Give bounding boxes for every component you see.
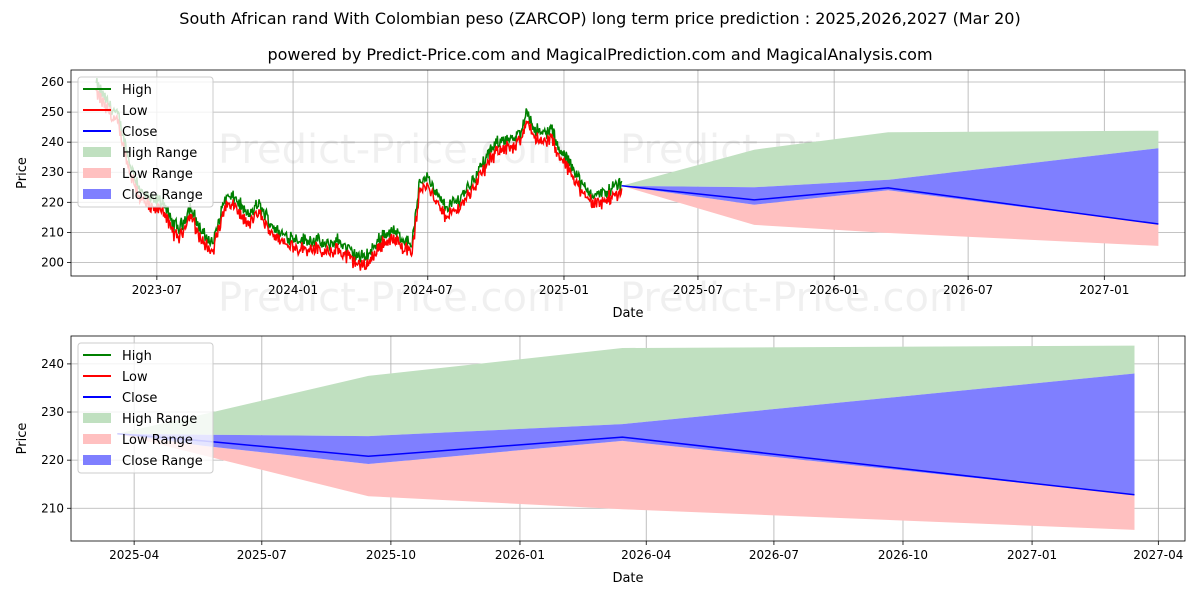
legend-label: Low Range [122, 167, 193, 182]
legend-item-low: Low [83, 370, 148, 385]
x-tick-label: 2026-07 [749, 548, 799, 562]
watermark-text: Predict-Price.com [620, 275, 968, 321]
legend-label: Close [122, 125, 157, 140]
axes: 2025-04 2025-07 2025-10 2026-01 2026-04 2026-… [15, 357, 1183, 586]
legend-swatch [83, 434, 111, 444]
legend-frame [77, 76, 214, 208]
x-tick-label: 2026-04 [621, 548, 671, 562]
x-tick-label: 2025-07 [237, 548, 287, 562]
high-range-band [117, 345, 1135, 437]
low-range-band [117, 433, 1135, 530]
x-tick-label: 2025-10 [366, 548, 416, 562]
x-tick-label: 2027-01 [1007, 548, 1057, 562]
legend: High Low Close High Range Low Range Close Ran… [77, 342, 214, 474]
y-tick-label: 230 [41, 405, 64, 419]
y-axis-label: Price [15, 157, 30, 189]
legend-label: High Range [122, 146, 197, 161]
low-series-line [95, 88, 623, 271]
plot-panel-bottom: Predict-Price.comPredict-Price.com2025-0… [15, 335, 1186, 586]
high-series-line [95, 77, 623, 263]
y-tick-label: 250 [41, 105, 64, 119]
x-tick-label: 2026-01 [809, 283, 859, 297]
plot-frame [70, 69, 1186, 277]
legend-item-high-range: High Range [83, 146, 197, 161]
y-tick-label: 200 [41, 255, 64, 269]
legend-swatch [83, 189, 111, 199]
legend-item-high: High [83, 83, 152, 98]
legend-swatch [83, 168, 111, 178]
legend-item-low-range: Low Range [83, 433, 193, 448]
plot-area [117, 345, 1135, 530]
x-tick-label: 2025-07 [673, 283, 723, 297]
x-tick-label: 2025-04 [109, 548, 159, 562]
legend-item-close: Close [83, 391, 157, 406]
legend-label: High [122, 349, 152, 364]
x-axis-label: Date [612, 306, 643, 321]
x-tick-label: 2024-07 [403, 283, 453, 297]
x-tick-label: 2027-01 [1079, 283, 1129, 297]
plot-panel-top: Predict-Price.com Predict-Price.com Predic… [15, 69, 1186, 321]
legend-item-low-range: Low Range [83, 167, 193, 182]
chart-title: South African rand With Colombian peso (… [179, 9, 1021, 28]
close-range-band [117, 373, 1135, 495]
axes: 2023-07 2024-01 2024-07 2025-01 2025-07 2026-… [15, 75, 1129, 321]
legend-label: Close Range [122, 188, 203, 203]
legend-item-high-range: High Range [83, 412, 197, 427]
plot-area [95, 77, 1159, 271]
legend-label: Low [122, 104, 148, 119]
legend-label: High [122, 83, 152, 98]
x-tick-label: 2023-07 [132, 283, 182, 297]
legend-item-close-range: Close Range [83, 454, 203, 469]
high-range-band [621, 130, 1159, 188]
y-tick-label: 210 [41, 501, 64, 515]
chart-subtitle: powered by Predict-Price.com and Magical… [267, 45, 933, 64]
x-tick-label: 2026-10 [878, 548, 928, 562]
legend-item-close: Close [83, 125, 157, 140]
close-range-band [621, 148, 1159, 224]
close-forecast-line [621, 185, 1159, 225]
watermark-text: Predict-Price.com [218, 275, 566, 321]
legend-swatch [83, 413, 111, 423]
legend: High Low Close High Range Low Range Close Ran… [77, 76, 214, 208]
legend-frame [77, 342, 214, 474]
x-tick-label: 2026-01 [495, 548, 545, 562]
y-tick-label: 220 [41, 453, 64, 467]
x-tick-label: 2024-01 [268, 283, 318, 297]
legend-label: Close [122, 391, 157, 406]
y-tick-label: 240 [41, 357, 64, 371]
legend-swatch [83, 455, 111, 465]
watermark-text: Predict-Price.com [218, 127, 566, 173]
x-tick-label: 2027-04 [1133, 548, 1183, 562]
y-tick-label: 210 [41, 225, 64, 239]
x-tick-label: 2026-07 [943, 283, 993, 297]
y-tick-label: 240 [41, 135, 64, 149]
y-tick-label: 220 [41, 195, 64, 209]
legend-item-close-range: Close Range [83, 188, 203, 203]
legend-item-high: High [83, 349, 152, 364]
plot-frame [70, 335, 1186, 542]
y-axis-label: Price [15, 423, 30, 455]
low-range-band [621, 185, 1159, 246]
legend-label: Low Range [122, 433, 193, 448]
legend-label: High Range [122, 412, 197, 427]
legend-swatch [83, 147, 111, 157]
legend-label: Close Range [122, 454, 203, 469]
y-tick-label: 260 [41, 75, 64, 89]
x-axis-label: Date [612, 571, 643, 586]
legend-label: Low [122, 370, 148, 385]
y-tick-label: 230 [41, 165, 64, 179]
legend-item-low: Low [83, 104, 148, 119]
x-tick-label: 2025-01 [539, 283, 589, 297]
